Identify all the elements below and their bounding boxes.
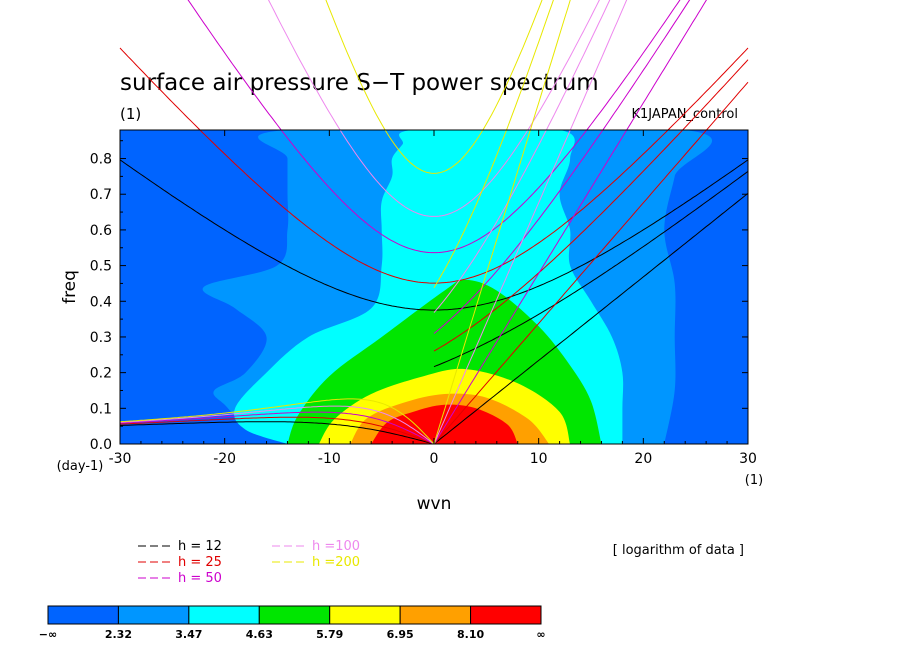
dispersion-curve-ig1-h50: [187, 0, 681, 254]
dispersion-curve-ig0-h100: [433, 0, 611, 313]
y-axis-unit: (day-1): [57, 459, 104, 474]
dispersion-curve-kelvin-h25: [433, 81, 749, 445]
y-tick-label: 0.0: [90, 437, 112, 453]
x-tick-label: 30: [739, 451, 757, 467]
colorbar-label: 4.63: [246, 628, 273, 641]
colorbar-label: 6.95: [387, 628, 414, 641]
data-note: [ logarithm of data ]: [613, 543, 744, 558]
colorbar-swatch: [188, 605, 260, 625]
dispersion-curve-kelvin-h200: [433, 0, 571, 445]
x-tick-label: -30: [109, 451, 132, 467]
colorbar-label: −∞: [39, 628, 57, 641]
y-tick-label: 0.5: [90, 259, 112, 275]
dispersion-curve-ig1-h12: [119, 159, 749, 311]
colorbar-swatch: [258, 605, 331, 625]
y-tick-label: 0.7: [90, 187, 112, 203]
y-axis-label: freq: [60, 270, 80, 304]
dispersion-curve-rossby-h25: [119, 416, 435, 445]
colorbar-label: 8.10: [457, 628, 484, 641]
y-tick-label: 0.4: [90, 294, 112, 310]
dispersion-curve-ig0-h25: [433, 59, 749, 352]
dispersion-curve-rossby-h100: [119, 405, 435, 445]
dispersion-curve-kelvin-h50: [433, 0, 708, 445]
colorbar: −∞ 2.32 3.47 4.63 5.79 6.95 8.10 ∞: [39, 605, 546, 641]
x-tick-label: -10: [318, 451, 341, 467]
dispersion-curve-rossby-h50: [119, 411, 435, 445]
y-tick-label: 0.2: [90, 366, 112, 382]
chart-title: surface air pressure S−T power spectrum: [120, 70, 599, 96]
colorbar-label: 5.79: [316, 628, 343, 641]
y-tick-label: 0.8: [90, 152, 112, 168]
colorbar-label: 2.32: [105, 628, 132, 641]
x-tick-label: 20: [634, 451, 652, 467]
legend-label-h12: h = 12: [178, 539, 222, 554]
colorbar-label: 3.47: [175, 628, 202, 641]
dispersion-curve-kelvin-h100: [433, 0, 628, 445]
colorbar-swatch: [329, 605, 401, 625]
legend-label-h200: h =200: [312, 555, 360, 570]
dispersion-curve-ig1-h200: [325, 0, 543, 174]
x-tick-label: 10: [530, 451, 548, 467]
legend-label-h100: h =100: [312, 539, 360, 554]
dispersion-curve-ig1-h25: [119, 47, 749, 284]
dispersion-curve-ig0-h200: [433, 0, 554, 289]
dispersion-curve-rossby-h200: [119, 398, 435, 445]
colorbar-label: ∞: [536, 628, 545, 641]
legend-label-h25: h = 25: [178, 555, 222, 570]
dispersion-curve-ig1-h100: [267, 0, 600, 217]
x-tick-label: -20: [213, 451, 236, 467]
x-axis-unit: (1): [745, 473, 763, 488]
colorbar-swatch: [399, 605, 472, 625]
colorbar-swatch: [117, 605, 190, 625]
chart-subtitle-right: K1JAPAN_control: [632, 107, 738, 122]
x-axis: -30 -20 -10 0 10 20 30: [109, 130, 757, 467]
dispersion-curve-rossby-h12: [120, 421, 435, 445]
dispersion-curve-kelvin-h12: [433, 192, 749, 445]
x-tick-label: 0: [430, 451, 439, 467]
dispersion-curve-ig0-h12: [433, 170, 749, 368]
x-axis-label: wvn: [417, 494, 452, 514]
y-tick-label: 0.6: [90, 223, 112, 239]
dispersion-curves: [119, 0, 749, 445]
dispersion-curve-ig0-h50: [433, 0, 691, 334]
y-axis: 0.0 0.1 0.2 0.3 0.4 0.5 0.6 0.7 0.8: [90, 140, 748, 453]
y-tick-label: 0.3: [90, 330, 112, 346]
colorbar-swatch: [47, 605, 119, 625]
chart-subtitle-left: (1): [120, 105, 141, 123]
y-tick-label: 0.1: [90, 401, 112, 417]
colorbar-swatch: [470, 605, 542, 625]
legend-label-h50: h = 50: [178, 571, 222, 586]
